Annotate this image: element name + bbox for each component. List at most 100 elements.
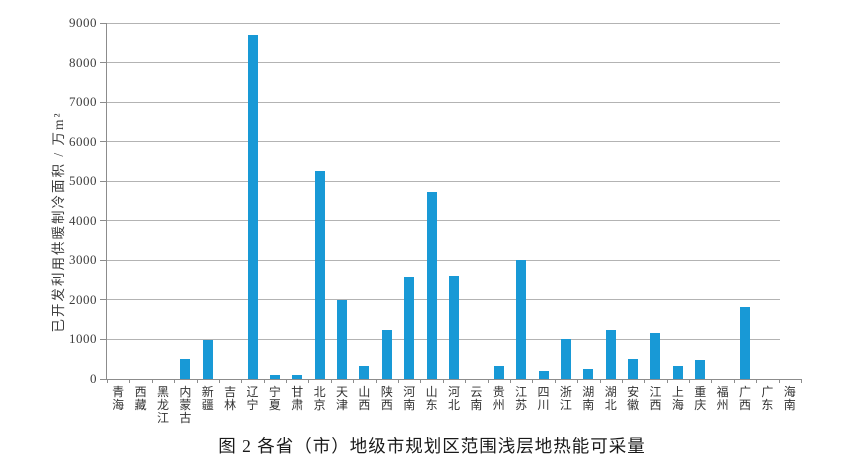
x-tick-mark <box>509 379 511 383</box>
y-tick-label: 0 <box>90 371 97 386</box>
x-tick-mark <box>174 379 176 383</box>
x-tick-label-char: 东 <box>761 398 774 412</box>
x-tick-label-char: 州 <box>492 398 505 412</box>
bar <box>202 339 213 379</box>
gridline <box>107 338 780 340</box>
y-tick-mark <box>100 180 107 182</box>
bar <box>672 365 683 379</box>
gridline <box>107 22 780 24</box>
bar <box>292 374 303 379</box>
bar <box>650 333 661 379</box>
x-tick-label-char: 山 <box>358 385 371 399</box>
x-tick-label: 重庆 <box>691 386 709 412</box>
x-tick-mark <box>554 379 556 383</box>
x-tick-mark <box>711 379 713 383</box>
x-tick-label-char: 辽 <box>246 385 259 399</box>
x-tick-label: 辽宁 <box>244 386 262 412</box>
x-tick-label: 山东 <box>423 386 441 412</box>
x-tick-label: 新疆 <box>199 386 217 412</box>
bar <box>381 329 392 379</box>
y-tick-mark <box>100 101 107 103</box>
x-tick-label-char: 古 <box>179 411 192 425</box>
x-tick-label: 广西 <box>736 386 754 412</box>
x-tick-mark <box>196 379 198 383</box>
bar <box>426 191 437 379</box>
bar <box>337 299 348 379</box>
x-tick-label-char: 河 <box>447 385 460 399</box>
gridline <box>107 141 780 143</box>
x-tick-label: 西藏 <box>132 386 150 412</box>
x-tick-label-char: 海 <box>783 385 796 399</box>
x-tick-label: 福州 <box>714 386 732 412</box>
y-tick-label: 7000 <box>69 94 97 110</box>
y-tick-mark <box>100 338 107 340</box>
x-tick-label: 天津 <box>333 386 351 412</box>
plot-area: 0 1000 2000 3000 4000 5000 6000 7000 8000 9000 青海西… <box>69 16 802 425</box>
x-tick-label-char: 山 <box>425 385 438 399</box>
x-tick-label: 黑龙江 <box>154 386 172 425</box>
x-tick-label-char: 重 <box>694 385 707 399</box>
y-tick-label: 4000 <box>69 212 97 228</box>
x-tick-label-char: 福 <box>716 385 729 399</box>
bar <box>560 338 571 379</box>
x-tick-label-char: 东 <box>425 398 438 412</box>
x-tick-mark <box>308 379 310 383</box>
y-tick-mark <box>100 141 107 143</box>
x-tick-label-char: 甘 <box>291 385 304 399</box>
x-tick-mark <box>353 379 355 383</box>
x-tick-label-char: 黑 <box>156 385 169 399</box>
y-tick-label: 9000 <box>69 15 97 30</box>
bar <box>247 34 258 379</box>
x-tick-label-char: 广 <box>761 385 774 399</box>
x-tick-mark <box>644 379 646 383</box>
x-tick-mark <box>420 379 422 383</box>
x-tick-label-char: 浙 <box>559 385 572 399</box>
x-tick-mark <box>241 379 243 383</box>
y-tick-label: 5000 <box>69 173 97 189</box>
x-tick-label-char: 龙 <box>156 398 169 412</box>
bar <box>359 365 370 379</box>
x-tick-mark <box>286 379 288 383</box>
x-tick-label-char: 川 <box>537 398 550 412</box>
x-tick-label: 湖北 <box>602 386 620 412</box>
x-tick-mark <box>599 379 601 383</box>
x-tick-label-char: 安 <box>627 385 640 399</box>
x-tick-label-char: 西 <box>649 398 662 412</box>
x-tick-label-char: 西 <box>134 385 147 399</box>
x-tick-mark <box>151 379 153 383</box>
y-tick-label: 3000 <box>69 252 97 268</box>
bar <box>449 276 459 379</box>
bar <box>740 307 751 379</box>
x-tick-label-char: 宁 <box>268 385 281 399</box>
x-tick-mark <box>801 379 802 383</box>
x-tick-mark <box>621 379 623 383</box>
bar <box>516 259 527 379</box>
gridline <box>107 62 780 64</box>
x-tick-label: 云南 <box>467 386 485 412</box>
gridline <box>107 259 780 261</box>
x-tick-label: 吉林 <box>221 386 239 412</box>
x-tick-label-char: 上 <box>671 385 684 399</box>
x-tick-label-char: 广 <box>739 385 752 399</box>
x-tick-label-char: 林 <box>224 398 237 412</box>
x-tick-label-char: 南 <box>470 398 483 412</box>
x-tick-label-char: 河 <box>403 385 416 399</box>
x-tick-label: 河北 <box>445 386 463 412</box>
bar <box>628 358 639 379</box>
x-tick-label-char: 肃 <box>291 398 304 412</box>
x-tick-mark <box>577 379 579 383</box>
x-tick-label: 广东 <box>758 386 776 412</box>
x-tick-label-char: 州 <box>716 398 729 412</box>
x-tick-label-char: 江 <box>559 398 572 412</box>
y-tick-mark <box>100 378 107 380</box>
x-tick-label-char: 南 <box>783 398 796 412</box>
x-tick-label: 宁夏 <box>266 386 284 412</box>
x-tick-label-char: 徽 <box>627 398 640 412</box>
x-tick-label: 青海 <box>109 386 127 412</box>
x-tick-label-char: 西 <box>739 398 752 412</box>
x-tick-label: 湖南 <box>579 386 597 412</box>
x-tick-label-char: 新 <box>201 385 214 399</box>
x-tick-mark <box>689 379 691 383</box>
x-tick-label-char: 宁 <box>246 398 259 412</box>
x-tick-label-char: 海 <box>112 398 125 412</box>
